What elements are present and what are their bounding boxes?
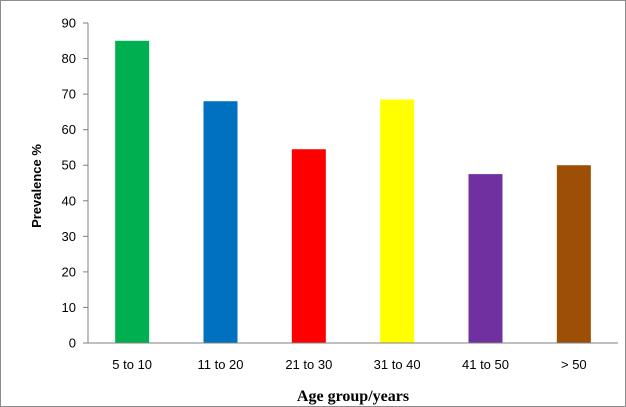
y-axis-title: Prevalence % — [29, 144, 44, 228]
y-tick-label: 30 — [62, 229, 76, 244]
y-tick-label: 20 — [62, 264, 76, 279]
x-axis-ticks: 5 to 10 11 to 20 21 to 30 31 to 40 41 to 50 >… — [112, 357, 586, 372]
y-tick-label: 10 — [62, 300, 76, 315]
y-tick-label: 80 — [62, 51, 76, 66]
bar-5 — [468, 174, 503, 343]
bar-2 — [203, 101, 238, 343]
x-tick-label: 21 to 30 — [285, 357, 332, 372]
y-tick-label: 0 — [69, 336, 76, 351]
x-tick-label: 31 to 40 — [374, 357, 421, 372]
x-tick-label: > 50 — [561, 357, 587, 372]
x-tick-label: 11 to 20 — [197, 357, 243, 372]
bar-6 — [556, 165, 591, 343]
y-tick-label: 70 — [62, 87, 76, 102]
y-axis-ticks: 0 10 20 30 40 50 60 70 80 90 — [62, 16, 88, 351]
y-tick-label: 90 — [62, 16, 76, 31]
bar-4 — [380, 99, 415, 343]
x-tick-label: 5 to 10 — [112, 357, 152, 372]
y-tick-label: 40 — [62, 193, 76, 208]
y-tick-label: 50 — [62, 158, 76, 173]
x-axis-title: Age group/years — [297, 388, 409, 405]
x-tick-label: 41 to 50 — [462, 357, 509, 372]
bars — [115, 40, 591, 344]
bar-3 — [291, 149, 326, 343]
bar-1 — [115, 40, 150, 344]
y-tick-label: 60 — [62, 122, 76, 137]
